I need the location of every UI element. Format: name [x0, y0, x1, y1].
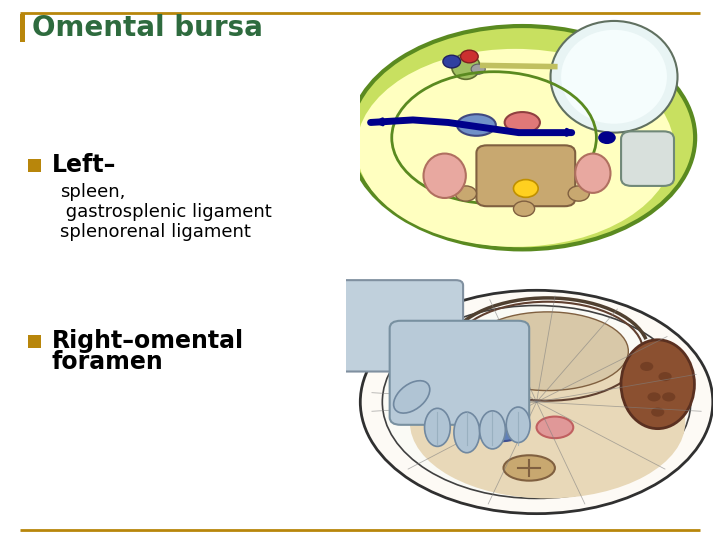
- Ellipse shape: [621, 340, 695, 429]
- Ellipse shape: [513, 201, 535, 217]
- Ellipse shape: [455, 186, 477, 201]
- Ellipse shape: [561, 30, 667, 124]
- Ellipse shape: [551, 21, 678, 133]
- Ellipse shape: [394, 381, 430, 413]
- Circle shape: [471, 64, 485, 74]
- Ellipse shape: [467, 312, 629, 390]
- Ellipse shape: [503, 455, 555, 481]
- Circle shape: [461, 50, 478, 63]
- FancyBboxPatch shape: [320, 280, 463, 372]
- Ellipse shape: [451, 54, 480, 79]
- Bar: [28, 335, 41, 348]
- Ellipse shape: [536, 416, 573, 438]
- Circle shape: [513, 180, 538, 197]
- Text: Right–omental: Right–omental: [52, 329, 244, 353]
- Bar: [28, 159, 41, 172]
- Text: spleen,: spleen,: [60, 183, 125, 201]
- FancyBboxPatch shape: [477, 145, 575, 206]
- Circle shape: [598, 131, 616, 144]
- Text: splenorenal ligament: splenorenal ligament: [60, 223, 251, 241]
- FancyBboxPatch shape: [621, 131, 674, 186]
- Ellipse shape: [356, 49, 674, 247]
- Circle shape: [662, 393, 675, 401]
- Circle shape: [659, 372, 672, 381]
- Circle shape: [651, 408, 665, 417]
- Circle shape: [443, 55, 461, 68]
- Ellipse shape: [575, 153, 611, 193]
- Ellipse shape: [360, 291, 713, 514]
- Text: Left–: Left–: [52, 153, 117, 177]
- Text: gastrosplenic ligament: gastrosplenic ligament: [60, 203, 271, 221]
- Bar: [20, 14, 25, 42]
- Ellipse shape: [410, 346, 685, 498]
- Ellipse shape: [349, 26, 696, 249]
- Circle shape: [640, 362, 653, 371]
- Ellipse shape: [480, 411, 505, 449]
- Ellipse shape: [506, 407, 530, 443]
- Text: foramen: foramen: [52, 350, 163, 374]
- Ellipse shape: [423, 153, 466, 198]
- Ellipse shape: [454, 412, 480, 453]
- Ellipse shape: [474, 418, 526, 441]
- Ellipse shape: [505, 112, 540, 133]
- FancyBboxPatch shape: [390, 321, 529, 425]
- Ellipse shape: [425, 408, 450, 447]
- Ellipse shape: [457, 114, 496, 136]
- Ellipse shape: [382, 306, 690, 498]
- Ellipse shape: [568, 186, 589, 201]
- Text: Omental bursa: Omental bursa: [32, 14, 263, 42]
- Circle shape: [647, 393, 661, 401]
